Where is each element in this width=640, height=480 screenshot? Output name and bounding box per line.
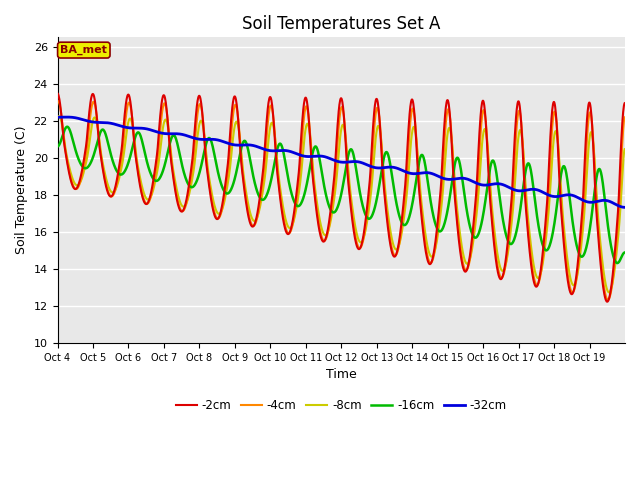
-8cm (558, 204, 566, 210)
Line: -4cm: -4cm (58, 101, 625, 300)
-2cm (142, 201, 150, 207)
-32cm (63, 114, 71, 120)
Text: BA_met: BA_met (60, 45, 108, 55)
-32cm (143, 126, 150, 132)
-8cm (55, 113, 63, 119)
-16cm (63, 124, 71, 130)
-32cm (326, 156, 334, 162)
-2cm (54, 91, 61, 96)
Line: -2cm: -2cm (58, 94, 625, 302)
-16cm (558, 166, 566, 172)
-2cm (604, 299, 611, 305)
-4cm (326, 217, 334, 223)
-32cm (476, 181, 483, 187)
Title: Soil Temperatures Set A: Soil Temperatures Set A (242, 15, 440, 33)
-2cm (614, 214, 621, 220)
-8cm (143, 196, 150, 202)
-8cm (54, 114, 61, 120)
-16cm (613, 260, 621, 266)
-32cm (558, 193, 566, 199)
Y-axis label: Soil Temperature (C): Soil Temperature (C) (15, 126, 28, 254)
X-axis label: Time: Time (326, 368, 356, 381)
Line: -8cm: -8cm (58, 116, 625, 292)
-4cm (604, 297, 612, 303)
-16cm (143, 157, 150, 163)
-8cm (621, 146, 628, 152)
-2cm (316, 228, 323, 234)
-8cm (316, 217, 324, 223)
-8cm (326, 218, 334, 224)
-4cm (54, 98, 61, 104)
-32cm (621, 204, 628, 210)
-2cm (558, 216, 566, 222)
-4cm (614, 226, 621, 232)
-2cm (475, 144, 483, 149)
-8cm (476, 182, 483, 188)
-2cm (326, 211, 334, 216)
-16cm (54, 144, 61, 149)
-4cm (316, 224, 323, 230)
-8cm (614, 236, 622, 241)
Line: -32cm: -32cm (58, 117, 625, 207)
-2cm (621, 100, 628, 106)
-16cm (614, 260, 622, 266)
-32cm (54, 114, 61, 120)
-16cm (476, 229, 483, 235)
-32cm (614, 203, 621, 208)
-4cm (621, 114, 628, 120)
-16cm (316, 158, 324, 164)
-8cm (605, 289, 613, 295)
-4cm (142, 201, 150, 206)
Legend: -2cm, -4cm, -8cm, -16cm, -32cm: -2cm, -4cm, -8cm, -16cm, -32cm (171, 395, 511, 417)
-32cm (316, 153, 324, 159)
-16cm (621, 250, 628, 255)
Line: -16cm: -16cm (58, 127, 625, 263)
-4cm (558, 210, 566, 216)
-16cm (326, 207, 334, 213)
-4cm (475, 163, 483, 168)
